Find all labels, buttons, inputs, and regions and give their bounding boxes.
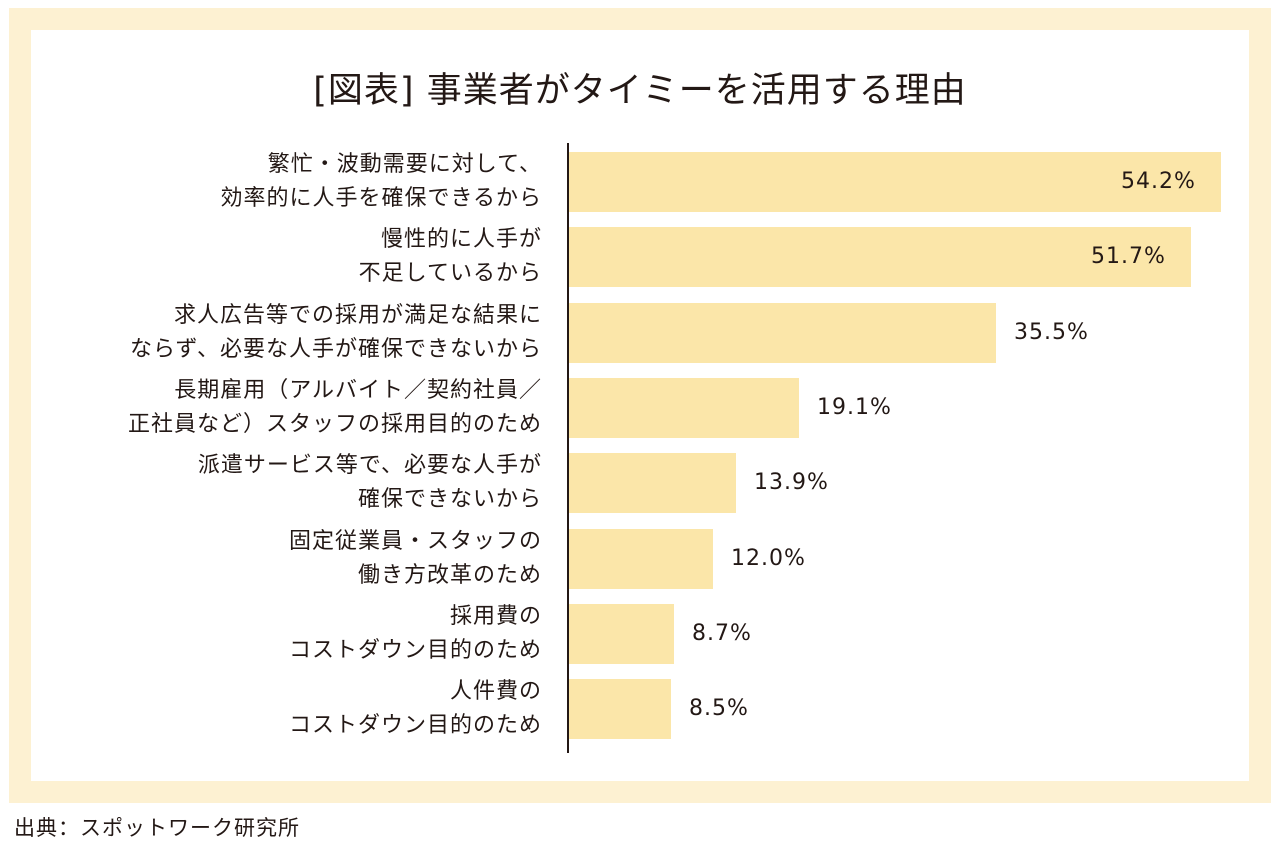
category-label-line: 長期雇用（アルバイト／契約社員／ bbox=[174, 378, 542, 403]
category-label-line: 繁忙・波動需要に対して、 bbox=[267, 152, 542, 177]
bar bbox=[569, 679, 671, 739]
data-label: 54.2% bbox=[1121, 169, 1196, 194]
category-label-line: 固定従業員・スタッフの bbox=[288, 529, 542, 554]
category-label-line: 確保できないから bbox=[357, 487, 542, 512]
category-label-line: 慢性的に人手が bbox=[380, 227, 542, 252]
category-label-line: コストダウン目的のため bbox=[288, 713, 542, 738]
category-label: 長期雇用（アルバイト／契約社員／ 正社員など）スタッフの採用目的のため bbox=[22, 374, 542, 442]
category-label-line: 人件費の bbox=[449, 679, 542, 704]
category-label-line: 求人広告等での採用が満足な結果に bbox=[173, 303, 542, 328]
bar bbox=[569, 227, 1191, 287]
bar bbox=[569, 529, 713, 589]
data-label: 8.7% bbox=[692, 621, 752, 646]
source-note: 出典：スポットワーク研究所 bbox=[14, 816, 300, 840]
category-label: 慢性的に人手が不足しているから bbox=[22, 223, 542, 291]
category-label: 求人広告等での採用が満足な結果にならず、必要な人手が確保できないから bbox=[22, 299, 542, 367]
category-label: 固定従業員・スタッフの働き方改革のため bbox=[22, 525, 542, 593]
category-label: 人件費のコストダウン目的のため bbox=[22, 675, 542, 743]
data-label: 8.5% bbox=[689, 696, 749, 721]
bar bbox=[569, 378, 799, 438]
category-label-line: 派遣サービス等で、必要な人手が bbox=[197, 453, 542, 478]
category-label-line: コストダウン目的のため bbox=[288, 638, 542, 663]
category-label-line: 採用費の bbox=[449, 604, 542, 629]
bar bbox=[569, 152, 1221, 212]
category-label: 派遣サービス等で、必要な人手が確保できないから bbox=[22, 449, 542, 517]
y-axis-line bbox=[567, 143, 569, 753]
data-label: 51.7% bbox=[1091, 244, 1166, 269]
bar bbox=[569, 303, 996, 363]
data-label: 19.1% bbox=[817, 395, 892, 420]
data-label: 12.0% bbox=[731, 546, 806, 571]
category-label-line: 正社員など）スタッフの採用目的のため bbox=[127, 412, 542, 437]
bar bbox=[569, 604, 674, 664]
category-label-line: 効率的に人手を確保できるから bbox=[220, 186, 542, 211]
category-label: 繁忙・波動需要に対して、効率的に人手を確保できるから bbox=[22, 148, 542, 216]
chart-title: [図表] 事業者がタイミーを活用する理由 bbox=[313, 71, 967, 111]
data-label: 35.5% bbox=[1014, 320, 1089, 345]
category-label-line: 働き方改革のため bbox=[357, 563, 542, 588]
category-label-line: ならず、必要な人手が確保できないから bbox=[129, 337, 542, 362]
bar bbox=[569, 453, 736, 513]
data-label: 13.9% bbox=[754, 470, 829, 495]
category-label-line: 不足しているから bbox=[358, 261, 542, 286]
category-label: 採用費のコストダウン目的のため bbox=[22, 600, 542, 668]
